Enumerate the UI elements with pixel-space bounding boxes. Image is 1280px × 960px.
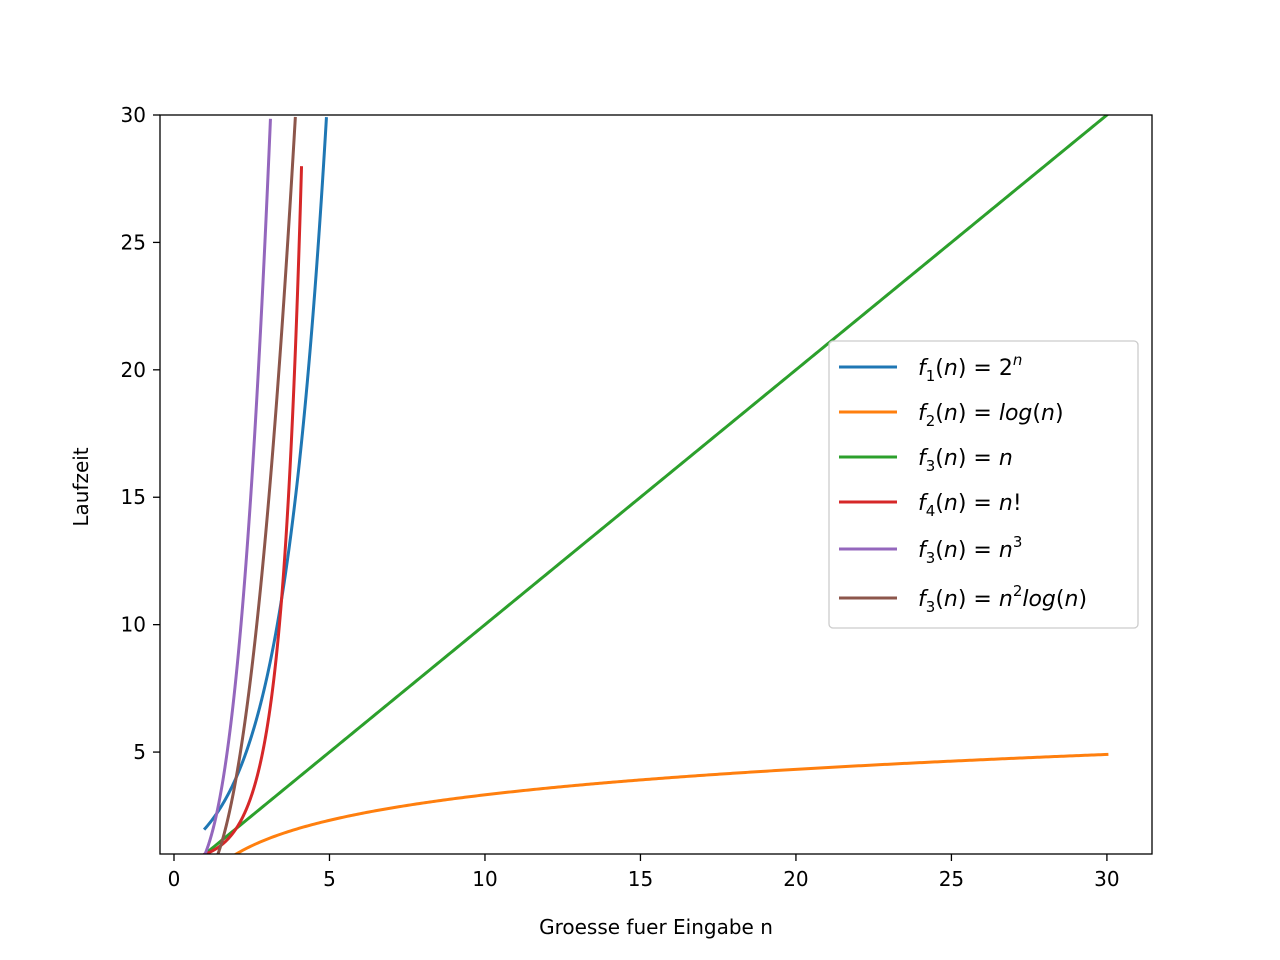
series-line-5 — [203, 118, 272, 854]
y-axis: 5 10 15 20 25 30 — [121, 103, 160, 764]
legend-entry-4: f4(n) = n! — [918, 491, 1022, 520]
series-line-1 — [202, 117, 328, 831]
x-axis-label: Groesse fuer Eingabe n — [539, 915, 773, 939]
y-tick-label: 25 — [121, 230, 146, 254]
x-tick-label: 15 — [628, 867, 653, 891]
y-tick-label: 20 — [121, 358, 146, 382]
legend-entry-1: f1(n) = 2n — [918, 351, 1022, 385]
y-tick-label: 15 — [121, 485, 146, 509]
legend-entry-2: f2(n) = log(n) — [918, 401, 1064, 430]
x-tick-label: 0 — [168, 867, 181, 891]
legend-entry-5: f3(n) = n3 — [918, 533, 1022, 567]
series-line-2 — [234, 752, 1109, 854]
x-tick-label: 10 — [472, 867, 497, 891]
x-tick-label: 20 — [783, 867, 808, 891]
series-line-3 — [202, 115, 1110, 854]
legend-entry-6: f3(n) = n2log(n) — [918, 582, 1087, 616]
legend-entry-3: f3(n) = n — [918, 446, 1013, 475]
series-line-6 — [216, 116, 297, 854]
x-axis: 0 5 10 15 20 25 30 — [168, 854, 1120, 891]
y-tick-label: 30 — [121, 103, 146, 127]
legend: f1(n) = 2n f2(n) = log(n) f3(n) = n f4(n… — [828, 340, 1139, 629]
x-tick-label: 25 — [939, 867, 964, 891]
y-axis-label: Laufzeit — [69, 447, 93, 526]
x-tick-label: 30 — [1094, 867, 1119, 891]
series-layer — [202, 115, 1110, 854]
plot-frame — [159, 114, 1153, 855]
y-tick-label: 10 — [121, 613, 146, 637]
legend-box — [828, 340, 1139, 629]
y-tick-label: 5 — [133, 740, 146, 764]
x-tick-label: 5 — [323, 867, 336, 891]
legend-swatches — [839, 365, 897, 600]
